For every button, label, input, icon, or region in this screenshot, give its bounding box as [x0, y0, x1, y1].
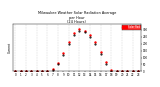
Y-axis label: Current: Current: [7, 42, 11, 53]
Title: Milwaukee Weather Solar Radiation Average
per Hour
(24 Hours): Milwaukee Weather Solar Radiation Averag…: [38, 11, 116, 24]
Legend: Solar Rad: Solar Rad: [122, 25, 140, 30]
